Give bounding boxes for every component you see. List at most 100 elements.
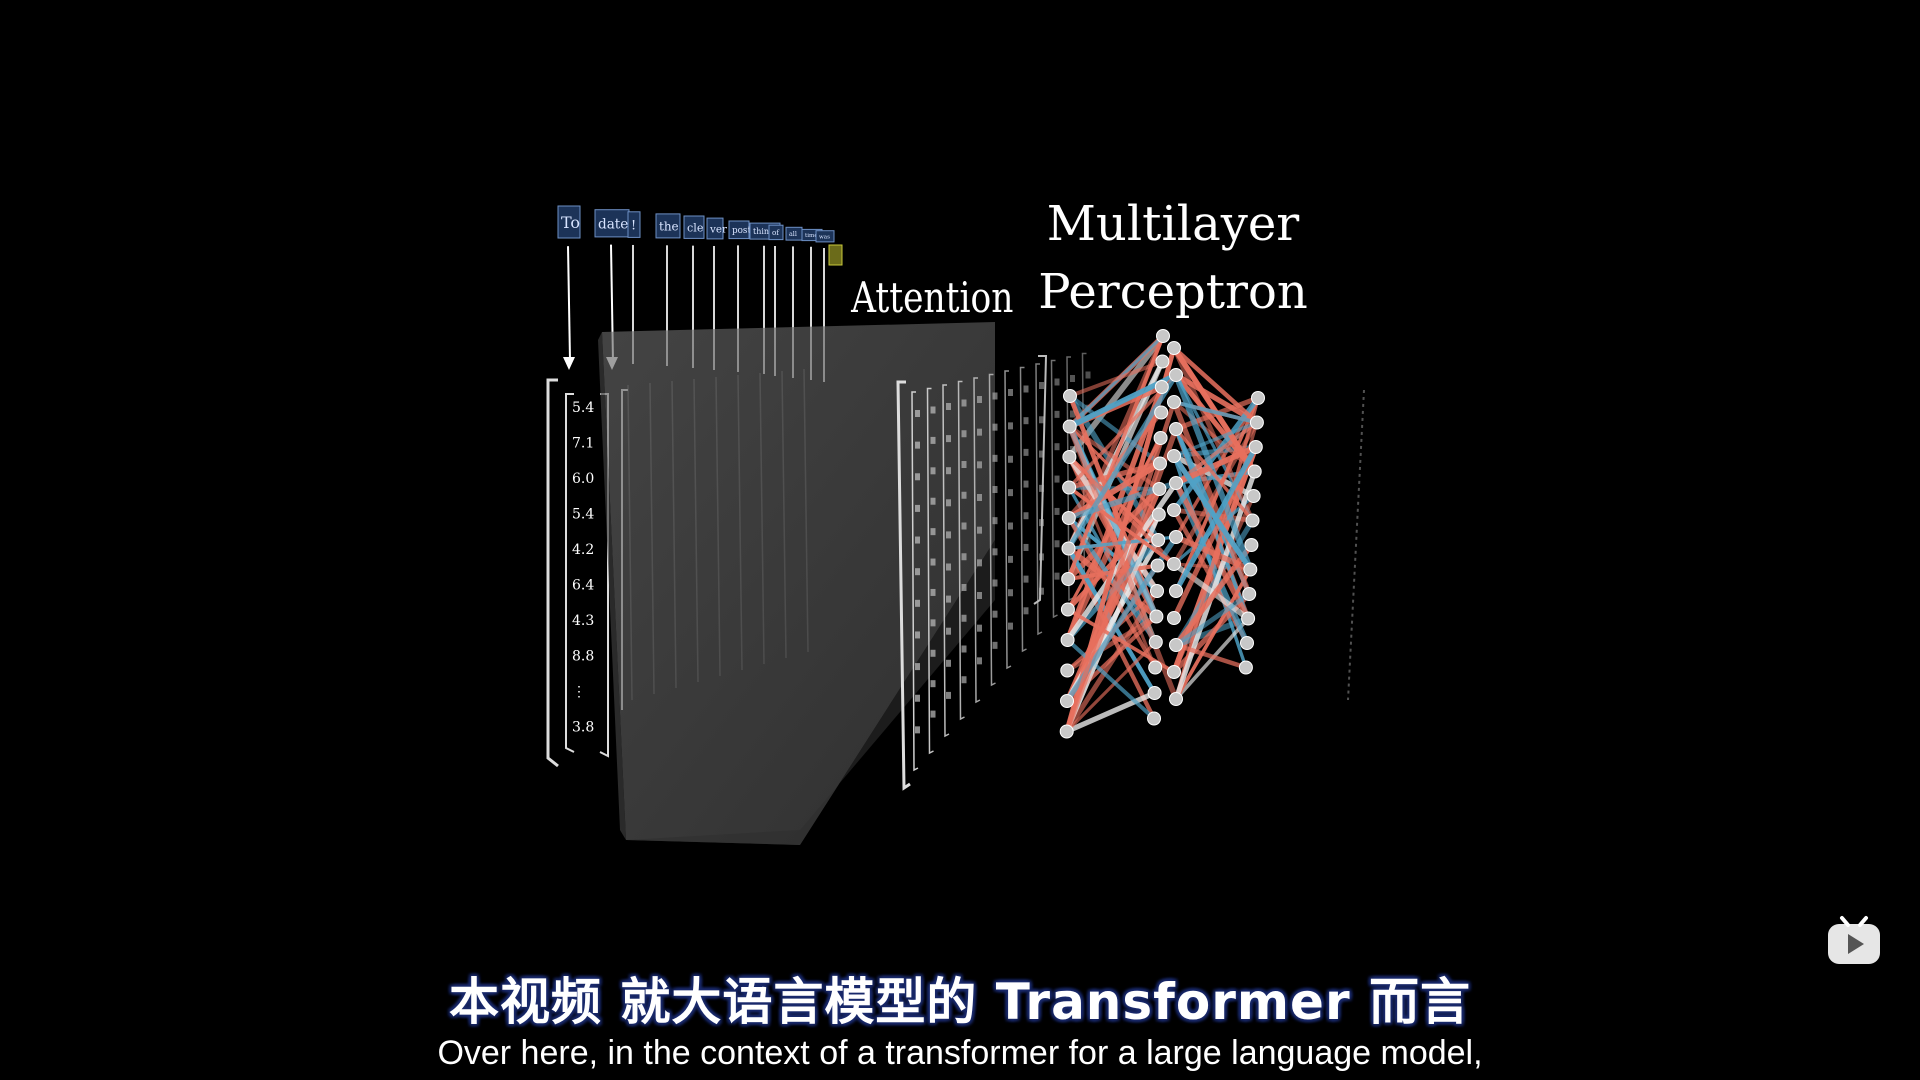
token-2: ! [627,211,641,238]
mlp-node [1153,456,1167,471]
mlp-node [1060,663,1075,678]
mlp-node [1152,482,1167,496]
mlp-node [1167,395,1181,409]
mlp-node [1155,354,1170,369]
mlp-node [1243,562,1258,577]
mlp-node [1167,557,1181,571]
svg-text:!: ! [631,218,636,233]
token-3: the [655,213,681,239]
svg-text:cle: cle [687,221,704,234]
mlp-nodes [1059,329,1265,739]
mlp-node [1062,419,1077,434]
token-9: all [785,226,803,241]
mlp-node [1060,602,1075,617]
mlp-node [1154,405,1169,420]
mlp-node [1167,341,1181,355]
mlp-node [1238,660,1253,675]
svg-text:of: of [772,228,780,237]
mlp-node [1169,638,1183,652]
mlp-node [1241,611,1256,626]
mlp-node [1061,541,1076,556]
vector-value: 8.8 [572,649,594,665]
mlp-node [1242,587,1257,601]
mlp-node [1151,533,1166,547]
svg-text:was: was [819,234,830,240]
mlp-node [1245,513,1260,528]
vector-value: 3.8 [572,720,594,736]
svg-text:time: time [805,233,818,239]
mlp-edges [1064,333,1261,735]
mlp-node [1244,538,1259,552]
token-6: post [728,220,751,240]
mlp-node [1167,611,1181,625]
subtitle-english: Over here, in the context of a transform… [437,1034,1483,1072]
mlp-node [1249,415,1264,430]
mlp-node [1150,584,1164,598]
mlp-node [1060,633,1075,647]
mlp-node [1169,422,1183,436]
mlp-node [1150,558,1165,573]
attention-output-vectors [896,352,1091,791]
mlp-node [1151,507,1166,522]
token-highlight [828,244,843,266]
vector-value: 5.4 [572,400,594,416]
mlp-node [1247,464,1262,479]
svg-text:ver: ver [709,223,727,235]
mlp-node [1147,686,1162,700]
mlp-node [1062,450,1077,464]
mlp-node [1248,440,1263,454]
vector-value: 6.4 [572,578,594,594]
mlp-node [1169,530,1183,544]
token-4: cle [683,215,705,239]
mlp-node [1062,480,1077,495]
token-11: was [815,230,835,243]
svg-text:all: all [789,230,797,238]
mlp-node [1169,584,1183,598]
mlp-node [1169,476,1183,490]
vector-value: 6.0 [572,471,594,487]
mlp-node [1148,660,1163,675]
mlp-node [1167,665,1181,679]
mlp-node [1061,572,1076,586]
mlp-node [1169,368,1183,382]
mlp-node [1240,636,1254,650]
svg-text:post: post [732,226,751,236]
mlp-node [1251,391,1265,405]
token-0: To [557,205,581,239]
mlp-node [1154,380,1169,394]
mlp-node [1246,489,1261,503]
svg-text:date: date [598,216,628,232]
bilibili-play-icon[interactable] [1826,914,1882,966]
mlp-label-line1: Multilayer [1047,196,1300,252]
svg-text:thinker: thinker [753,227,783,236]
mlp-node [1147,711,1161,726]
vector-value: ⋮ [572,684,586,700]
subtitle-chinese: 本视频 就大语言模型的 Transformer 而言 [448,973,1472,1031]
mlp-node [1167,449,1181,463]
attention-block [598,322,995,845]
mlp-node [1063,389,1077,403]
vector-value: 4.2 [572,542,594,558]
vector-value: 5.4 [572,507,594,523]
mlp-node [1059,724,1074,739]
mlp-node [1153,431,1168,445]
mlp-node [1148,635,1163,649]
token-1: date [594,209,630,238]
mlp-node [1061,511,1076,525]
svg-text:To: To [561,213,580,232]
mlp-node [1167,503,1181,517]
vector-value: 4.3 [572,613,594,629]
token-8: of [768,224,784,241]
mlp-node [1156,329,1170,343]
token-arrow [567,246,571,361]
vector-value: 7.1 [572,436,594,452]
mlp-node [1169,692,1183,706]
mlp-label-line2: Perceptron [1038,264,1308,320]
token-5: ver [706,217,727,240]
mlp-node [1149,609,1164,624]
mlp-network [1059,329,1265,739]
mlp-node [1060,694,1074,708]
svg-text:the: the [659,219,679,233]
